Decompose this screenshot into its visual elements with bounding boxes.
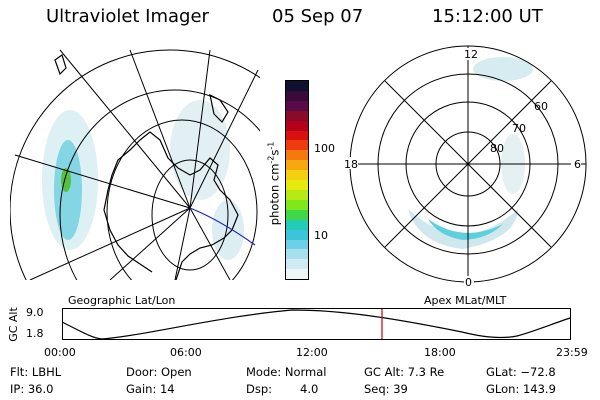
door-info: Door: Open xyxy=(126,365,192,379)
gc-alt-info: GC Alt: 7.3 Re xyxy=(364,365,445,379)
ip-info: IP: 36.0 xyxy=(10,382,54,396)
aurora-emission-right xyxy=(408,57,533,249)
polar-plot: 12 18 6 0 60 70 80 xyxy=(342,45,587,289)
colorbar xyxy=(285,80,309,280)
alt-ytick-9: 9.0 xyxy=(26,306,44,319)
image-date: 05 Sep 07 xyxy=(272,6,364,27)
colorbar-segment xyxy=(286,100,308,111)
colorbar-segment xyxy=(286,90,308,101)
colorbar-segment xyxy=(286,170,308,181)
colorbar-label: photon cm-2s-1 xyxy=(267,123,282,243)
alt-xtick-2359: 23:59 xyxy=(556,346,588,359)
colorbar-segment xyxy=(286,229,308,240)
mode-info: Mode: Normal xyxy=(246,365,327,379)
colorbar-segment xyxy=(286,259,308,270)
colorbar-segment xyxy=(286,81,308,91)
gain-info: Gain: 14 xyxy=(126,382,175,396)
dsp-label: Dsp: xyxy=(246,382,273,396)
altitude-curve xyxy=(62,309,571,340)
colorbar-segment xyxy=(286,199,308,210)
colorbar-segment xyxy=(286,120,308,131)
colorbar-segment xyxy=(286,180,308,190)
colorbar-label-s: s xyxy=(267,149,282,156)
colorbar-segment xyxy=(286,239,308,250)
colorbar-segment xyxy=(286,160,308,171)
alt-ytick-1-8: 1.8 xyxy=(26,327,44,340)
alt-xtick-0000: 00:00 xyxy=(44,346,76,359)
track-line xyxy=(189,207,256,246)
colorbar-label-exp1: -2 xyxy=(266,155,276,164)
instrument-title: Ultraviolet Imager xyxy=(46,6,209,27)
colorbar-segment xyxy=(286,249,308,260)
colorbar-segment xyxy=(286,140,308,151)
lat-label-80: 80 xyxy=(490,142,504,155)
lat-label-70: 70 xyxy=(512,122,526,135)
colorbar-segment xyxy=(286,130,308,141)
colorbar-tick-10: 10 xyxy=(314,229,328,242)
image-time: 15:12:00 UT xyxy=(432,6,543,27)
colorbar-segment xyxy=(286,110,308,121)
geographic-caption: Geographic Lat/Lon xyxy=(68,294,176,307)
colorbar-segment xyxy=(286,269,308,280)
mlt-label-6: 6 xyxy=(574,158,581,171)
dsp-value: 4.0 xyxy=(300,382,319,396)
colorbar-segment xyxy=(286,150,308,161)
mlt-label-0: 0 xyxy=(465,276,472,289)
colorbar-segment xyxy=(286,209,308,220)
glat-info: GLat: −72.8 xyxy=(486,365,556,379)
lat-lon-grid xyxy=(10,49,260,280)
glon-info: GLon: 143.9 xyxy=(486,382,556,396)
filter-info: Flt: LBHL xyxy=(10,365,62,379)
alt-ylabel: GC Alt xyxy=(6,307,20,342)
geographic-map xyxy=(10,49,260,280)
lat-label-60: 60 xyxy=(534,100,548,113)
alt-xtick-1200: 12:00 xyxy=(296,346,328,359)
mlt-label-12: 12 xyxy=(464,48,478,61)
colorbar-tick-100: 100 xyxy=(314,142,335,155)
altitude-plot xyxy=(62,308,571,340)
mlt-label-18: 18 xyxy=(344,158,358,171)
colorbar-segment xyxy=(286,219,308,230)
colorbar-segment xyxy=(286,189,308,200)
seq-info: Seq: 39 xyxy=(364,382,408,396)
colorbar-label-exp2: -1 xyxy=(266,141,276,150)
apex-caption: Apex MLat/MLT xyxy=(424,294,507,307)
alt-xtick-1800: 18:00 xyxy=(424,346,456,359)
alt-xtick-0600: 06:00 xyxy=(170,346,202,359)
colorbar-label-text: photon cm xyxy=(267,163,282,226)
coastline xyxy=(54,54,239,280)
